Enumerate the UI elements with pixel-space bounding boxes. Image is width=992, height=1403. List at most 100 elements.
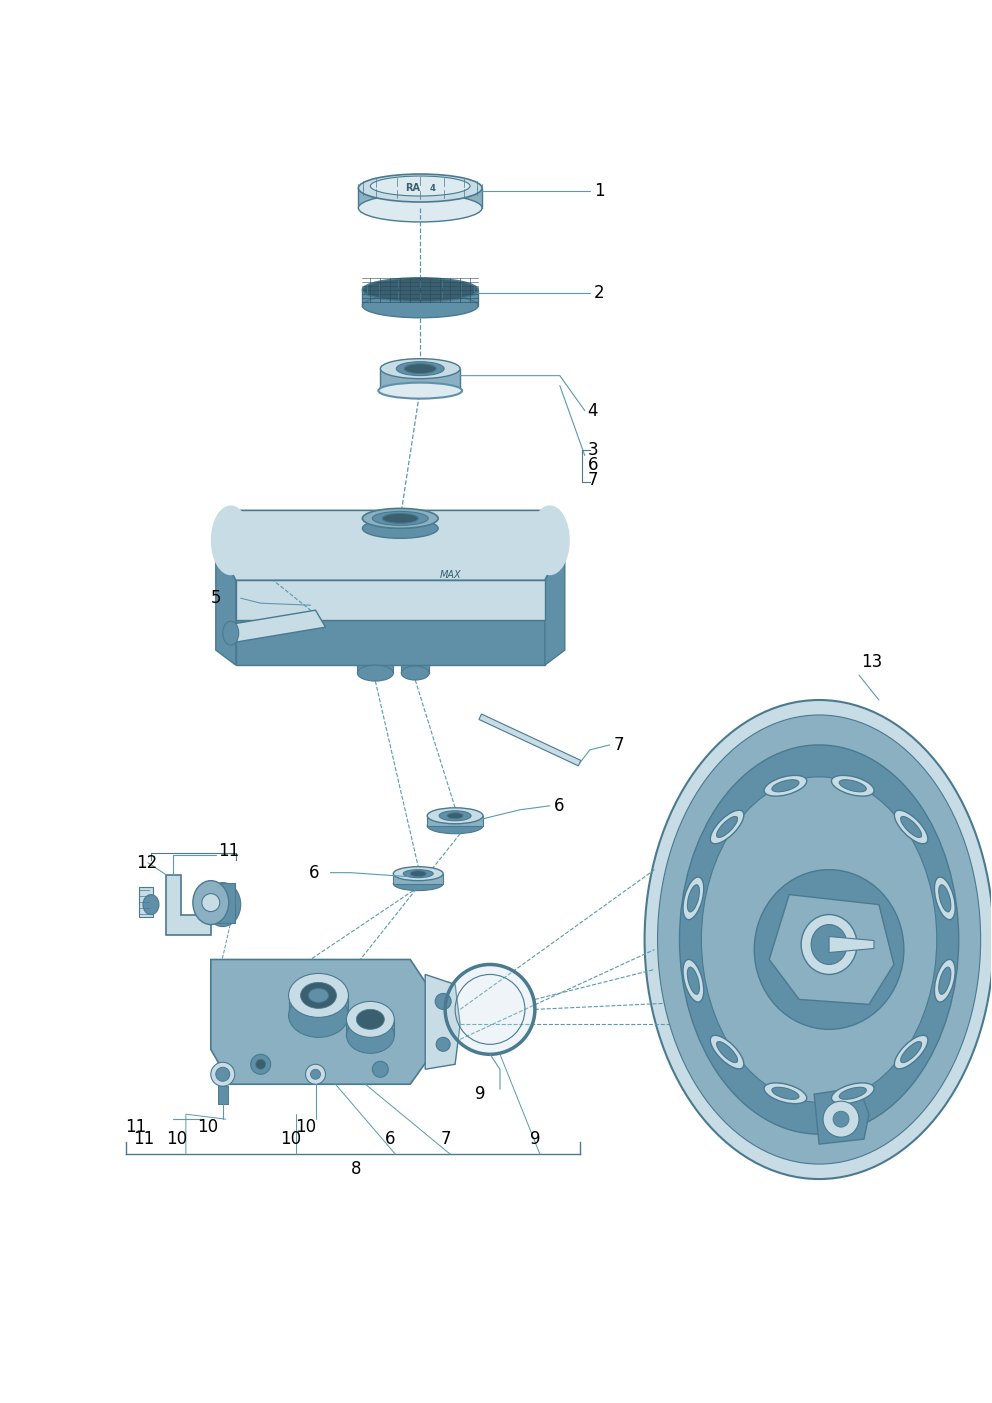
Polygon shape	[211, 960, 435, 1085]
Polygon shape	[139, 887, 153, 916]
Ellipse shape	[802, 915, 857, 975]
Ellipse shape	[211, 505, 251, 575]
Ellipse shape	[839, 1087, 866, 1100]
Polygon shape	[346, 1020, 394, 1035]
Circle shape	[256, 1059, 266, 1069]
Ellipse shape	[687, 967, 699, 995]
Ellipse shape	[362, 508, 438, 529]
Text: 7: 7	[614, 737, 624, 753]
Text: 6: 6	[309, 864, 319, 881]
Ellipse shape	[356, 1009, 384, 1030]
Text: 7: 7	[440, 1131, 450, 1148]
Ellipse shape	[289, 993, 348, 1037]
Ellipse shape	[901, 817, 922, 838]
Circle shape	[306, 1065, 325, 1085]
Circle shape	[833, 1111, 849, 1127]
Circle shape	[211, 1062, 235, 1086]
Ellipse shape	[764, 776, 806, 796]
Ellipse shape	[393, 867, 443, 881]
Polygon shape	[218, 1086, 228, 1104]
Ellipse shape	[938, 885, 950, 912]
Text: RA: RA	[405, 182, 420, 194]
Ellipse shape	[683, 960, 703, 1002]
Text: 10: 10	[197, 1118, 218, 1136]
Text: 6: 6	[385, 1131, 396, 1148]
Polygon shape	[216, 540, 236, 665]
Polygon shape	[479, 714, 581, 766]
Polygon shape	[769, 895, 894, 1005]
Text: 10: 10	[166, 1131, 187, 1148]
Polygon shape	[362, 290, 478, 306]
Circle shape	[201, 894, 220, 912]
Polygon shape	[226, 610, 325, 643]
Ellipse shape	[396, 362, 444, 376]
Ellipse shape	[901, 1041, 922, 1062]
Ellipse shape	[358, 194, 482, 222]
Circle shape	[823, 1101, 859, 1138]
Polygon shape	[426, 975, 460, 1069]
Ellipse shape	[402, 666, 430, 680]
Ellipse shape	[447, 812, 463, 819]
Text: 4: 4	[587, 401, 598, 419]
Text: 1: 1	[594, 182, 604, 201]
Ellipse shape	[716, 817, 738, 838]
Text: 7: 7	[587, 471, 598, 490]
Text: 9: 9	[475, 1086, 485, 1103]
Text: 11: 11	[133, 1131, 155, 1148]
Ellipse shape	[831, 776, 874, 796]
Polygon shape	[358, 188, 482, 208]
Ellipse shape	[309, 989, 328, 1002]
Ellipse shape	[687, 885, 699, 912]
Ellipse shape	[772, 1087, 799, 1100]
Ellipse shape	[645, 700, 992, 1179]
Polygon shape	[216, 511, 564, 581]
Circle shape	[436, 1037, 450, 1051]
Ellipse shape	[380, 359, 460, 379]
Text: 6: 6	[587, 456, 598, 474]
Ellipse shape	[370, 175, 470, 196]
Ellipse shape	[378, 383, 462, 398]
Ellipse shape	[839, 780, 866, 791]
Text: 9: 9	[530, 1131, 541, 1148]
Ellipse shape	[405, 363, 436, 373]
Ellipse shape	[658, 716, 981, 1164]
Polygon shape	[380, 369, 460, 389]
Text: 10: 10	[295, 1118, 316, 1136]
Polygon shape	[289, 995, 348, 1016]
Polygon shape	[236, 620, 545, 665]
Ellipse shape	[346, 1002, 394, 1037]
Ellipse shape	[362, 278, 478, 302]
Ellipse shape	[358, 174, 482, 202]
Ellipse shape	[362, 518, 438, 539]
Text: 2: 2	[594, 283, 604, 302]
Ellipse shape	[895, 810, 928, 843]
Polygon shape	[829, 937, 874, 953]
Ellipse shape	[192, 881, 229, 925]
Ellipse shape	[362, 293, 478, 317]
Polygon shape	[428, 815, 483, 826]
Circle shape	[310, 1069, 320, 1079]
Ellipse shape	[289, 974, 348, 1017]
Ellipse shape	[716, 1041, 738, 1062]
Polygon shape	[814, 1087, 869, 1143]
Text: 5: 5	[210, 589, 221, 607]
Ellipse shape	[701, 777, 936, 1103]
Circle shape	[251, 1054, 271, 1075]
Ellipse shape	[710, 810, 744, 843]
Text: 13: 13	[861, 652, 882, 671]
Polygon shape	[545, 540, 564, 665]
Ellipse shape	[301, 982, 336, 1009]
Ellipse shape	[831, 1083, 874, 1104]
Ellipse shape	[428, 818, 483, 833]
Polygon shape	[211, 882, 235, 923]
Ellipse shape	[680, 745, 958, 1134]
Text: 12: 12	[136, 853, 158, 871]
Ellipse shape	[382, 513, 419, 523]
Text: 3: 3	[587, 442, 598, 460]
Text: 8: 8	[350, 1160, 361, 1179]
Text: MAX: MAX	[439, 570, 461, 581]
Ellipse shape	[357, 665, 393, 680]
Ellipse shape	[143, 895, 159, 915]
Ellipse shape	[411, 871, 427, 877]
Polygon shape	[236, 581, 545, 620]
